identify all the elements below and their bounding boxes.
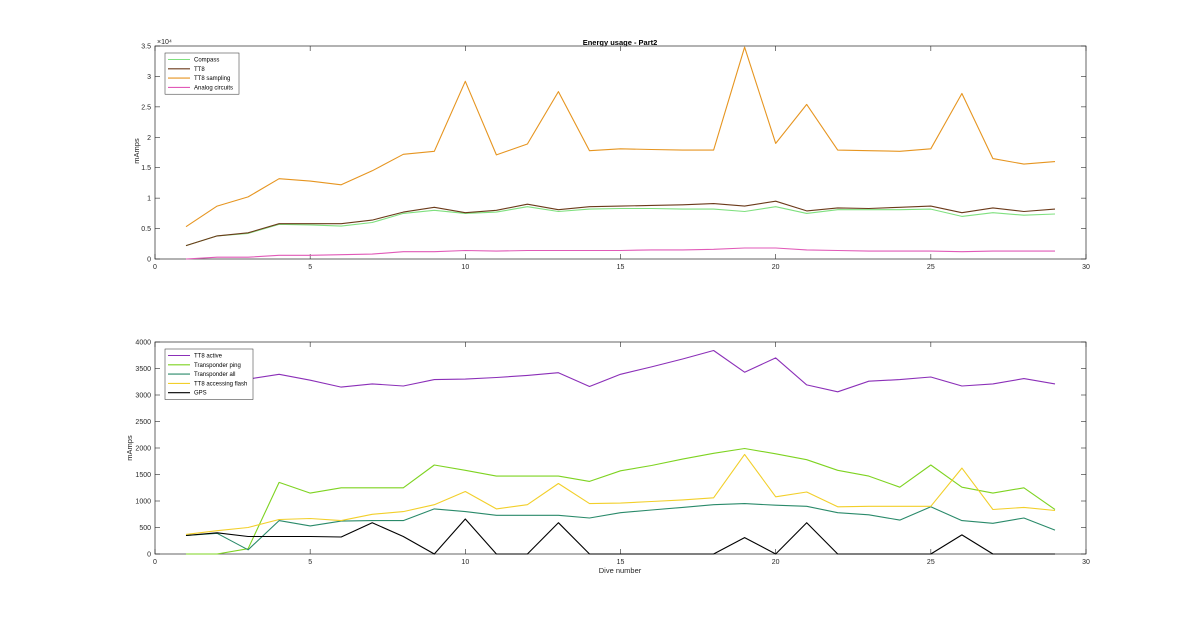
y-tick-label: 0: [147, 552, 151, 559]
y-tick-label: 1.5: [141, 165, 151, 172]
energy-usage-bottom-axes: Dive number mAmps 0 5 10 15 20 25 30 0 500 1000 15…: [125, 340, 1090, 576]
y-tick-label: 3: [147, 74, 151, 81]
x-tick-label: 15: [617, 264, 625, 271]
y-tick-label: 1: [147, 196, 151, 203]
x-tick-label: 10: [461, 559, 469, 566]
y-tick-label: 500: [139, 525, 151, 532]
y-tick-label: 2: [147, 135, 151, 142]
y-tick-label: 1000: [135, 499, 151, 506]
x-axis-label: Dive number: [599, 566, 642, 575]
x-tick-label: 25: [927, 559, 935, 566]
x-tick-label: 0: [153, 264, 157, 271]
x-tick-label: 30: [1082, 559, 1090, 566]
y-tick-label: 0.5: [141, 226, 151, 233]
legend-entry: TT8 active: [194, 354, 223, 360]
x-tick-label: 25: [927, 264, 935, 271]
series-line-tt8-active: [185, 349, 1056, 400]
legend-entry: Compass: [194, 58, 219, 64]
x-tick-label: 20: [772, 264, 780, 271]
y-tick-label: 3500: [135, 366, 151, 373]
y-tick-label: 2.5: [141, 104, 151, 111]
chart-title: Energy usage - Part2: [583, 38, 658, 47]
y-tick-label: 1500: [135, 472, 151, 479]
legend-entry: Transponder ping: [194, 363, 241, 369]
x-tick-label: 15: [617, 559, 625, 566]
x-tick-label: 30: [1082, 264, 1090, 271]
x-tick-label: 20: [772, 559, 780, 566]
x-tick-label: 5: [308, 559, 312, 566]
legend-entry: GPS: [194, 391, 207, 397]
series-line-gps: [185, 518, 1055, 555]
y-axis-label: mAmps: [132, 138, 141, 164]
x-tick-label: 0: [153, 559, 157, 566]
series-line-tt8-accessing-flash: [185, 453, 1056, 535]
series-line-transponder-all: [185, 503, 1056, 551]
y-axis-label: mAmps: [125, 435, 134, 461]
x-tick-label: 10: [461, 264, 469, 271]
y-tick-label: 2500: [135, 419, 151, 426]
x-tick-label: 5: [308, 264, 312, 271]
series-line-tt8-sampling: [185, 46, 1056, 228]
legend-entry: Analog circuits: [194, 85, 233, 91]
y-tick-label: 2000: [135, 446, 151, 453]
series-line-compass: [185, 206, 1056, 247]
y-tick-label: 3000: [135, 393, 151, 400]
series-line-transponder-ping: [186, 447, 1056, 555]
y-tick-label: 0: [147, 257, 151, 264]
y-tick-label: 3.5: [141, 44, 151, 51]
legend-entry: Transponder all: [194, 372, 235, 378]
y-tick-label: 4000: [135, 340, 151, 347]
energy-usage-top-axes: Energy usage - Part2 ×10⁴ mAmps 0 5 10 15 20…: [132, 38, 1090, 271]
legend-entry: TT8: [194, 67, 205, 73]
series-line-tt8: [185, 200, 1056, 247]
series-line-analog-circuits: [185, 247, 1055, 260]
y-exponent-label: ×10⁴: [157, 39, 172, 46]
legend-entry: TT8 accessing flash: [194, 381, 247, 387]
legend-entry: TT8 sampling: [194, 76, 230, 82]
